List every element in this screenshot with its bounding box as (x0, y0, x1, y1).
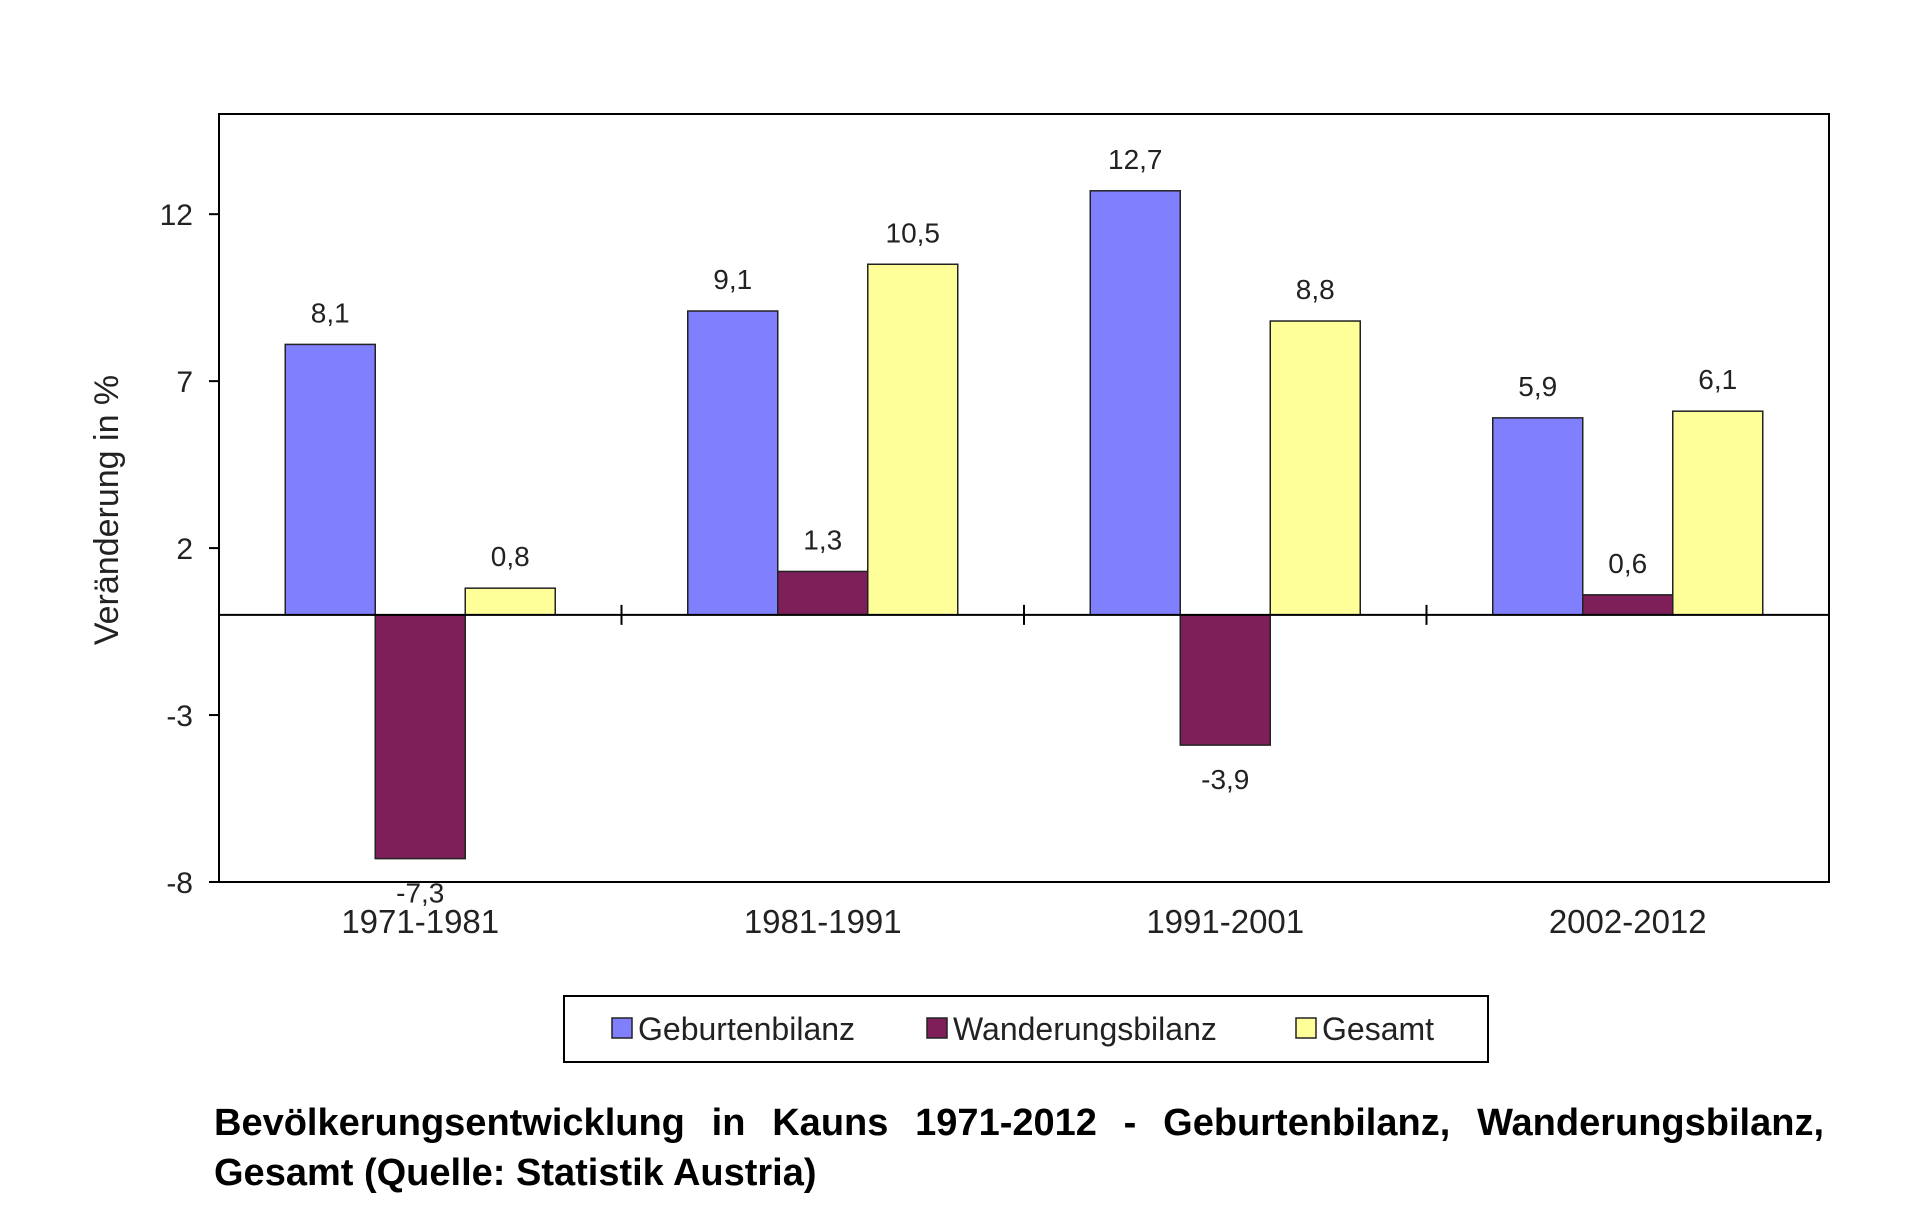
legend-label: Gesamt (1322, 1011, 1434, 1047)
bar-geburtenbilanz-1991-2001 (1089, 190, 1181, 616)
legend-swatch (1295, 1017, 1317, 1039)
bar-gesamt-2002-2012 (1672, 410, 1764, 616)
legend: Geburtenbilanz Wanderungsbilanz Gesamt (563, 995, 1489, 1063)
bar-geburtenbilanz-1971-1981 (284, 343, 376, 616)
bar-wanderungsbilanz-2002-2012 (1582, 594, 1674, 616)
legend-label: Wanderungsbilanz (953, 1011, 1217, 1047)
data-labels: 8,1 -7,3 0,8 9,1 1,3 10,5 12,7 -3,9 8,8 5,9 0,6 6,1 (311, 144, 1737, 909)
category-separators (620, 604, 1428, 625)
bar-wanderungsbilanz-1981-1991 (777, 570, 869, 616)
y-axis-title: Veränderung in % (88, 375, 126, 645)
y-tick-label: -3 (166, 700, 193, 733)
data-label: 8,8 (1296, 274, 1335, 305)
data-label: 0,6 (1608, 548, 1647, 579)
x-axis: 1971-1981 1981-1991 1991-2001 2002-2012 (341, 903, 1706, 940)
data-label: 12,7 (1108, 144, 1163, 175)
data-label: 10,5 (886, 217, 941, 248)
data-label: -3,9 (1201, 764, 1249, 795)
legend-swatch (611, 1017, 633, 1039)
data-label: 1,3 (803, 524, 842, 555)
bar-gesamt-1981-1991 (867, 263, 959, 616)
y-tick-label: 12 (160, 199, 193, 232)
x-category-label: 1981-1991 (744, 903, 902, 940)
data-label: 5,9 (1518, 371, 1557, 402)
legend-label: Geburtenbilanz (638, 1011, 855, 1047)
y-tick-label: -8 (166, 867, 193, 900)
bars-layer (284, 190, 1764, 860)
data-label: 6,1 (1698, 364, 1737, 395)
data-label: 9,1 (713, 264, 752, 295)
bar-wanderungsbilanz-1991-2001 (1179, 614, 1271, 746)
legend-swatch (926, 1017, 948, 1039)
figure-caption: Bevölkerungsentwicklung in Kauns 1971-20… (214, 1102, 1824, 1194)
legend-box (563, 995, 1489, 1063)
data-label: 8,1 (311, 297, 350, 328)
x-category-label: 1971-1981 (341, 903, 499, 940)
bar-geburtenbilanz-1981-1991 (687, 310, 779, 616)
bar-gesamt-1971-1981 (464, 587, 556, 616)
bar-wanderungsbilanz-1971-1981 (374, 614, 466, 860)
y-tick-label: 7 (176, 366, 193, 399)
y-axis: 12 7 2 -3 -8 (160, 199, 219, 900)
data-label: 0,8 (491, 541, 530, 572)
data-label: -7,3 (396, 878, 444, 909)
x-category-label: 1991-2001 (1146, 903, 1304, 940)
y-tick-label: 2 (176, 533, 193, 566)
plot-frame (218, 113, 1830, 883)
x-category-label: 2002-2012 (1549, 903, 1707, 940)
bar-geburtenbilanz-2002-2012 (1492, 417, 1584, 616)
bar-gesamt-1991-2001 (1269, 320, 1361, 616)
